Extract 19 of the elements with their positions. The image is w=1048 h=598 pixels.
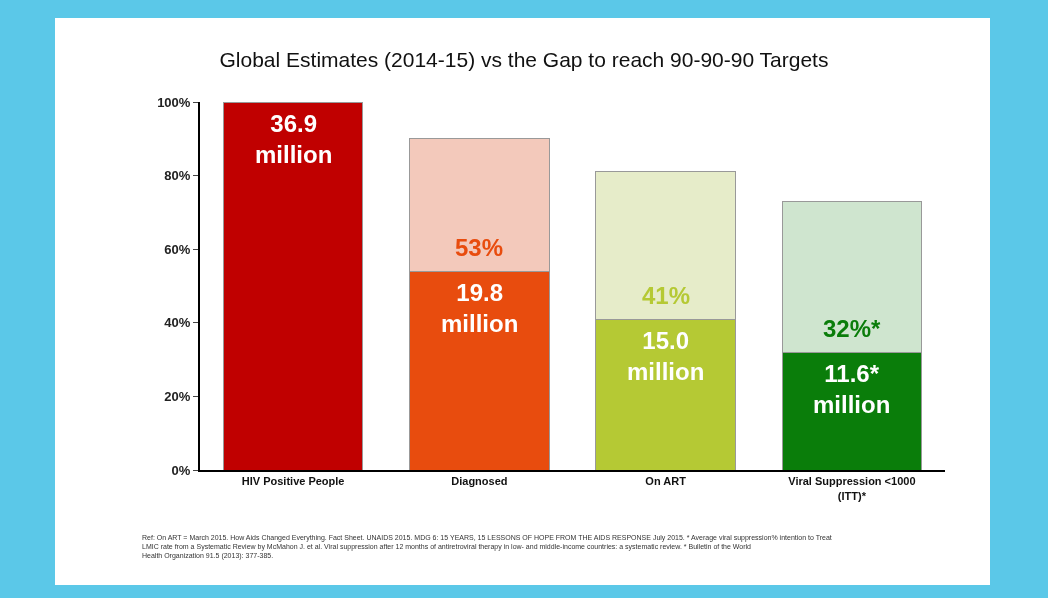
x-tick-label: Viral Suppression <1000 (ITT)* [788,475,916,502]
y-tick-label: 0% [171,462,191,478]
y-tick-label: 60% [164,241,191,257]
annotation: 53% [455,234,504,261]
annotation: 11.6* million [813,360,891,419]
chart-title: Global Estimates (2014-15) vs the Gap to reach 90-90-90 Targets [219,48,829,72]
y-tick-label: 100% [157,94,191,110]
y-tick-label: 20% [164,388,191,404]
x-tick-label: Diagnosed [451,475,508,488]
annotation: 36.9 million [255,110,333,169]
y-tick-label: 80% [164,168,191,184]
x-tick-label: On ART [645,475,687,488]
bar [222,102,364,470]
annotation: 41% [642,282,691,309]
annotation: 32%* [823,315,882,342]
annotation: 15.0 million [627,327,705,386]
x-tick-label: HIV Positive People [241,475,345,488]
y-tick-label: 40% [164,315,191,331]
annotation: 19.8 million [441,279,519,338]
